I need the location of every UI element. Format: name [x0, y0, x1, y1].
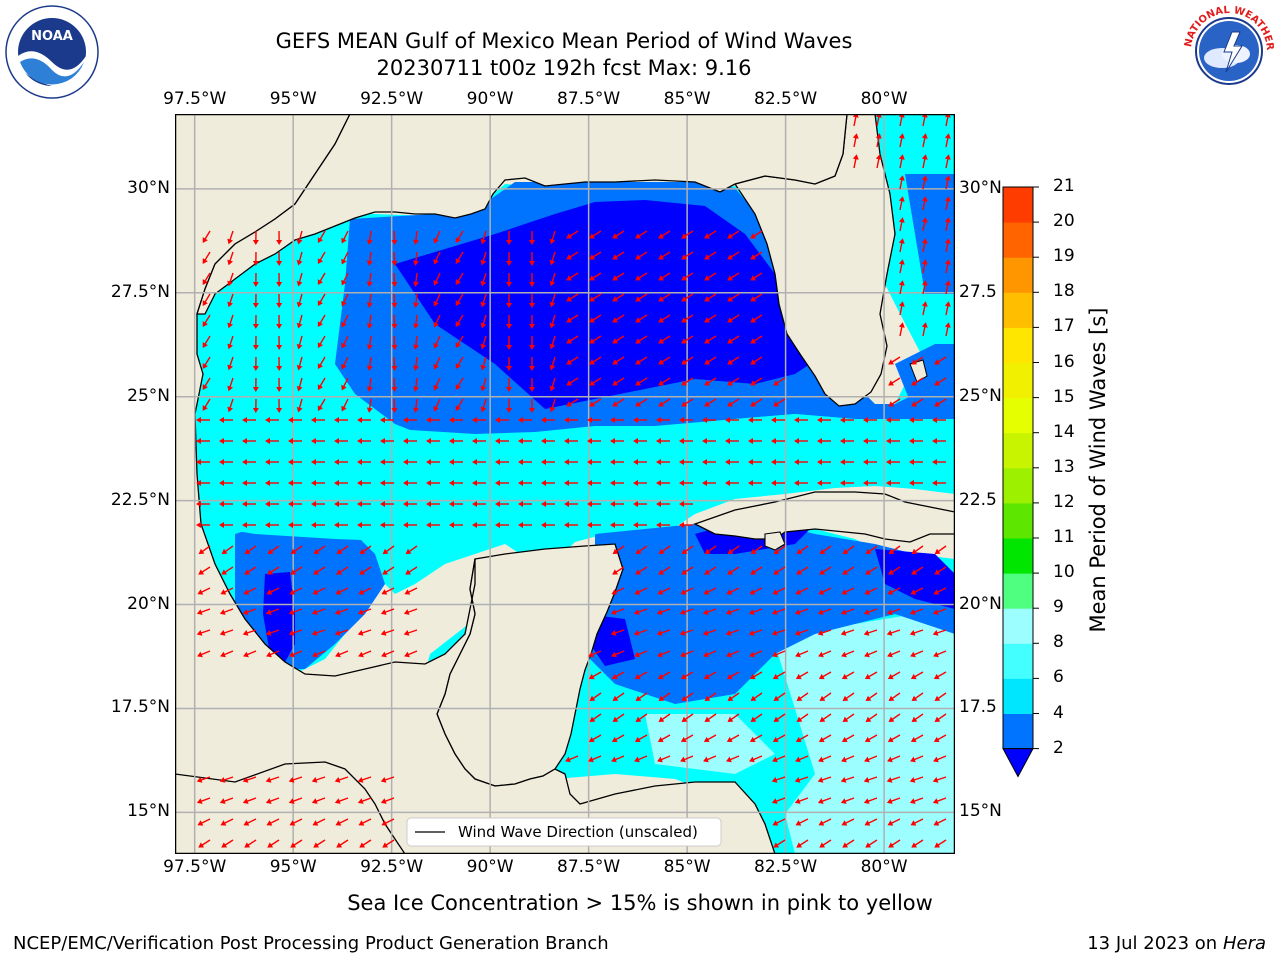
latitude-label-right: 30°N — [959, 178, 1002, 198]
noaa-logo-text: NOAA — [31, 29, 73, 44]
colorbar-tick-label: 17 — [1053, 316, 1075, 336]
colorbar-tick-label: 10 — [1053, 562, 1075, 582]
nws-logo: NATIONAL WEATHER SERVICE — [1180, 2, 1278, 100]
colorbar-tick-label: 20 — [1053, 211, 1075, 231]
colorbar-tick-label: 9 — [1053, 597, 1064, 617]
legend-label: Wind Wave Direction (unscaled) — [458, 823, 698, 841]
colorbar-segment — [1003, 468, 1033, 504]
colorbar-segment — [1003, 257, 1033, 293]
colorbar-tick-label: 11 — [1053, 527, 1075, 547]
colorbar-segment — [1003, 398, 1033, 434]
colorbar-segment — [1003, 538, 1033, 574]
colorbar-tick-label: 14 — [1053, 422, 1075, 442]
latitude-label-left: 22.5°N — [50, 490, 170, 510]
colorbar-segment — [1003, 222, 1033, 258]
wind-direction-legend: Wind Wave Direction (unscaled) — [407, 818, 721, 846]
latitude-label-left: 30°N — [50, 178, 170, 198]
colorbar-tick-label: 2 — [1053, 738, 1064, 758]
colorbar-segment — [1003, 678, 1033, 714]
colorbar-under-triangle — [1003, 749, 1033, 777]
colorbar-segment — [1003, 327, 1033, 363]
longitude-label-bottom: 80°W — [824, 857, 944, 877]
latitude-label-right: 27.5 — [959, 282, 997, 302]
colorbar-tick-label: 16 — [1053, 352, 1075, 372]
latitude-label-left: 17.5°N — [50, 697, 170, 717]
colorbar-segment — [1003, 433, 1033, 469]
colorbar-segment — [1003, 187, 1033, 223]
colorbar-segment — [1003, 714, 1033, 750]
chart-subtitle: 20230711 t00z 192h fcst Max: 9.16 — [0, 55, 1128, 81]
longitude-label-top: 80°W — [824, 89, 944, 109]
latitude-label-left: 25°N — [50, 386, 170, 406]
latitude-label-left: 15°N — [50, 801, 170, 821]
host-name: Hera — [1223, 933, 1266, 954]
colorbar-tick-label: 4 — [1053, 703, 1064, 723]
colorbar-tick-label: 19 — [1053, 246, 1075, 266]
sea-ice-note: Sea Ice Concentration > 15% is shown in … — [0, 891, 1280, 915]
date-text: 13 Jul 2023 on Hera — [1087, 933, 1266, 954]
colorbar-segment — [1003, 503, 1033, 539]
colorbar-tick-label: 21 — [1053, 176, 1075, 196]
latitude-label-left: 20°N — [50, 594, 170, 614]
colorbar-segment — [1003, 363, 1033, 399]
noaa-logo: NOAA — [4, 4, 100, 100]
colorbar-tick-label: 13 — [1053, 457, 1075, 477]
latitude-label-right: 17.5 — [959, 697, 997, 717]
credit-text: NCEP/EMC/Verification Post Processing Pr… — [13, 933, 609, 954]
latitude-label-right: 22.5 — [959, 490, 997, 510]
colorbar-tick-label: 18 — [1053, 281, 1075, 301]
colorbar-label: Mean Period of Wind Waves [s] — [1086, 308, 1110, 633]
colorbar-segment — [1003, 292, 1033, 328]
colorbar — [1000, 186, 1040, 786]
gulf-of-mexico-map: Wind Wave Direction (unscaled) — [175, 114, 955, 854]
colorbar-segment — [1003, 573, 1033, 609]
latitude-label-right: 20°N — [959, 594, 1002, 614]
colorbar-tick-label: 6 — [1053, 667, 1064, 687]
colorbar-segment — [1003, 643, 1033, 679]
latitude-label-left: 27.5°N — [50, 282, 170, 302]
colorbar-tick-label: 15 — [1053, 387, 1075, 407]
colorbar-segment — [1003, 608, 1033, 644]
chart-title: GEFS MEAN Gulf of Mexico Mean Period of … — [0, 28, 1128, 54]
colorbar-tick-label: 8 — [1053, 632, 1064, 652]
latitude-label-right: 15°N — [959, 801, 1002, 821]
latitude-label-right: 25°N — [959, 386, 1002, 406]
colorbar-tick-label: 12 — [1053, 492, 1075, 512]
